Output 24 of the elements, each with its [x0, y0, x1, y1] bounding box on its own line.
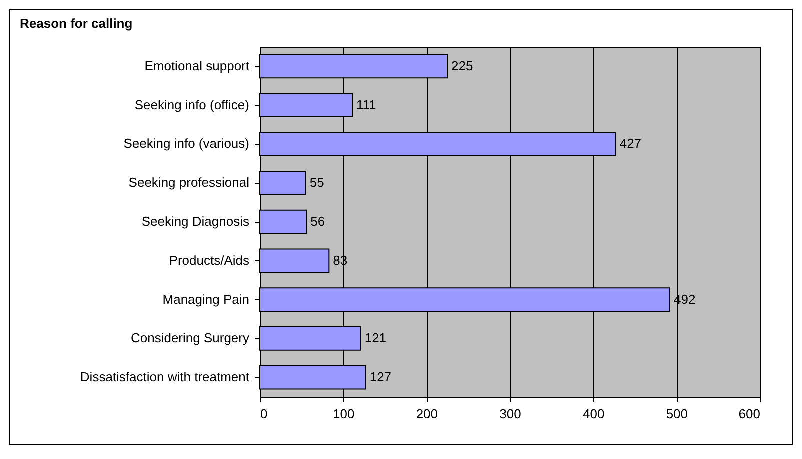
- y-tick-label: Considering Surgery: [130, 330, 250, 346]
- data-label: 127: [370, 370, 392, 385]
- y-tick-label: Emotional support: [144, 58, 250, 74]
- x-tick-label: 500: [666, 406, 688, 422]
- y-tick-label: Seeking info (office): [134, 97, 250, 112]
- x-tick-label: 400: [582, 406, 605, 422]
- y-tick-label: Seeking Diagnosis: [142, 214, 250, 229]
- data-label: 427: [620, 136, 642, 152]
- y-tick-label: Dissatisfaction with treatment: [80, 370, 250, 385]
- x-tick-label: 600: [738, 406, 760, 422]
- data-label: 111: [356, 97, 376, 112]
- x-tick-label: 200: [416, 406, 438, 422]
- x-tick-label: 300: [500, 406, 522, 422]
- y-tick-label: Seeking info (various): [124, 136, 250, 152]
- y-tick-label: Products/Aids: [169, 252, 250, 268]
- data-label: 121: [364, 330, 387, 346]
- x-tick-label: 0: [260, 406, 268, 422]
- data-label: 225: [452, 58, 474, 74]
- data-label: 56: [310, 214, 326, 229]
- text: Reason for calling: [20, 16, 133, 31]
- x-tick-label: 100: [332, 406, 355, 422]
- y-tick-label: Managing Pain: [162, 292, 250, 307]
- data-label: 55: [310, 175, 324, 190]
- y-tick-label: Seeking professional: [128, 175, 250, 190]
